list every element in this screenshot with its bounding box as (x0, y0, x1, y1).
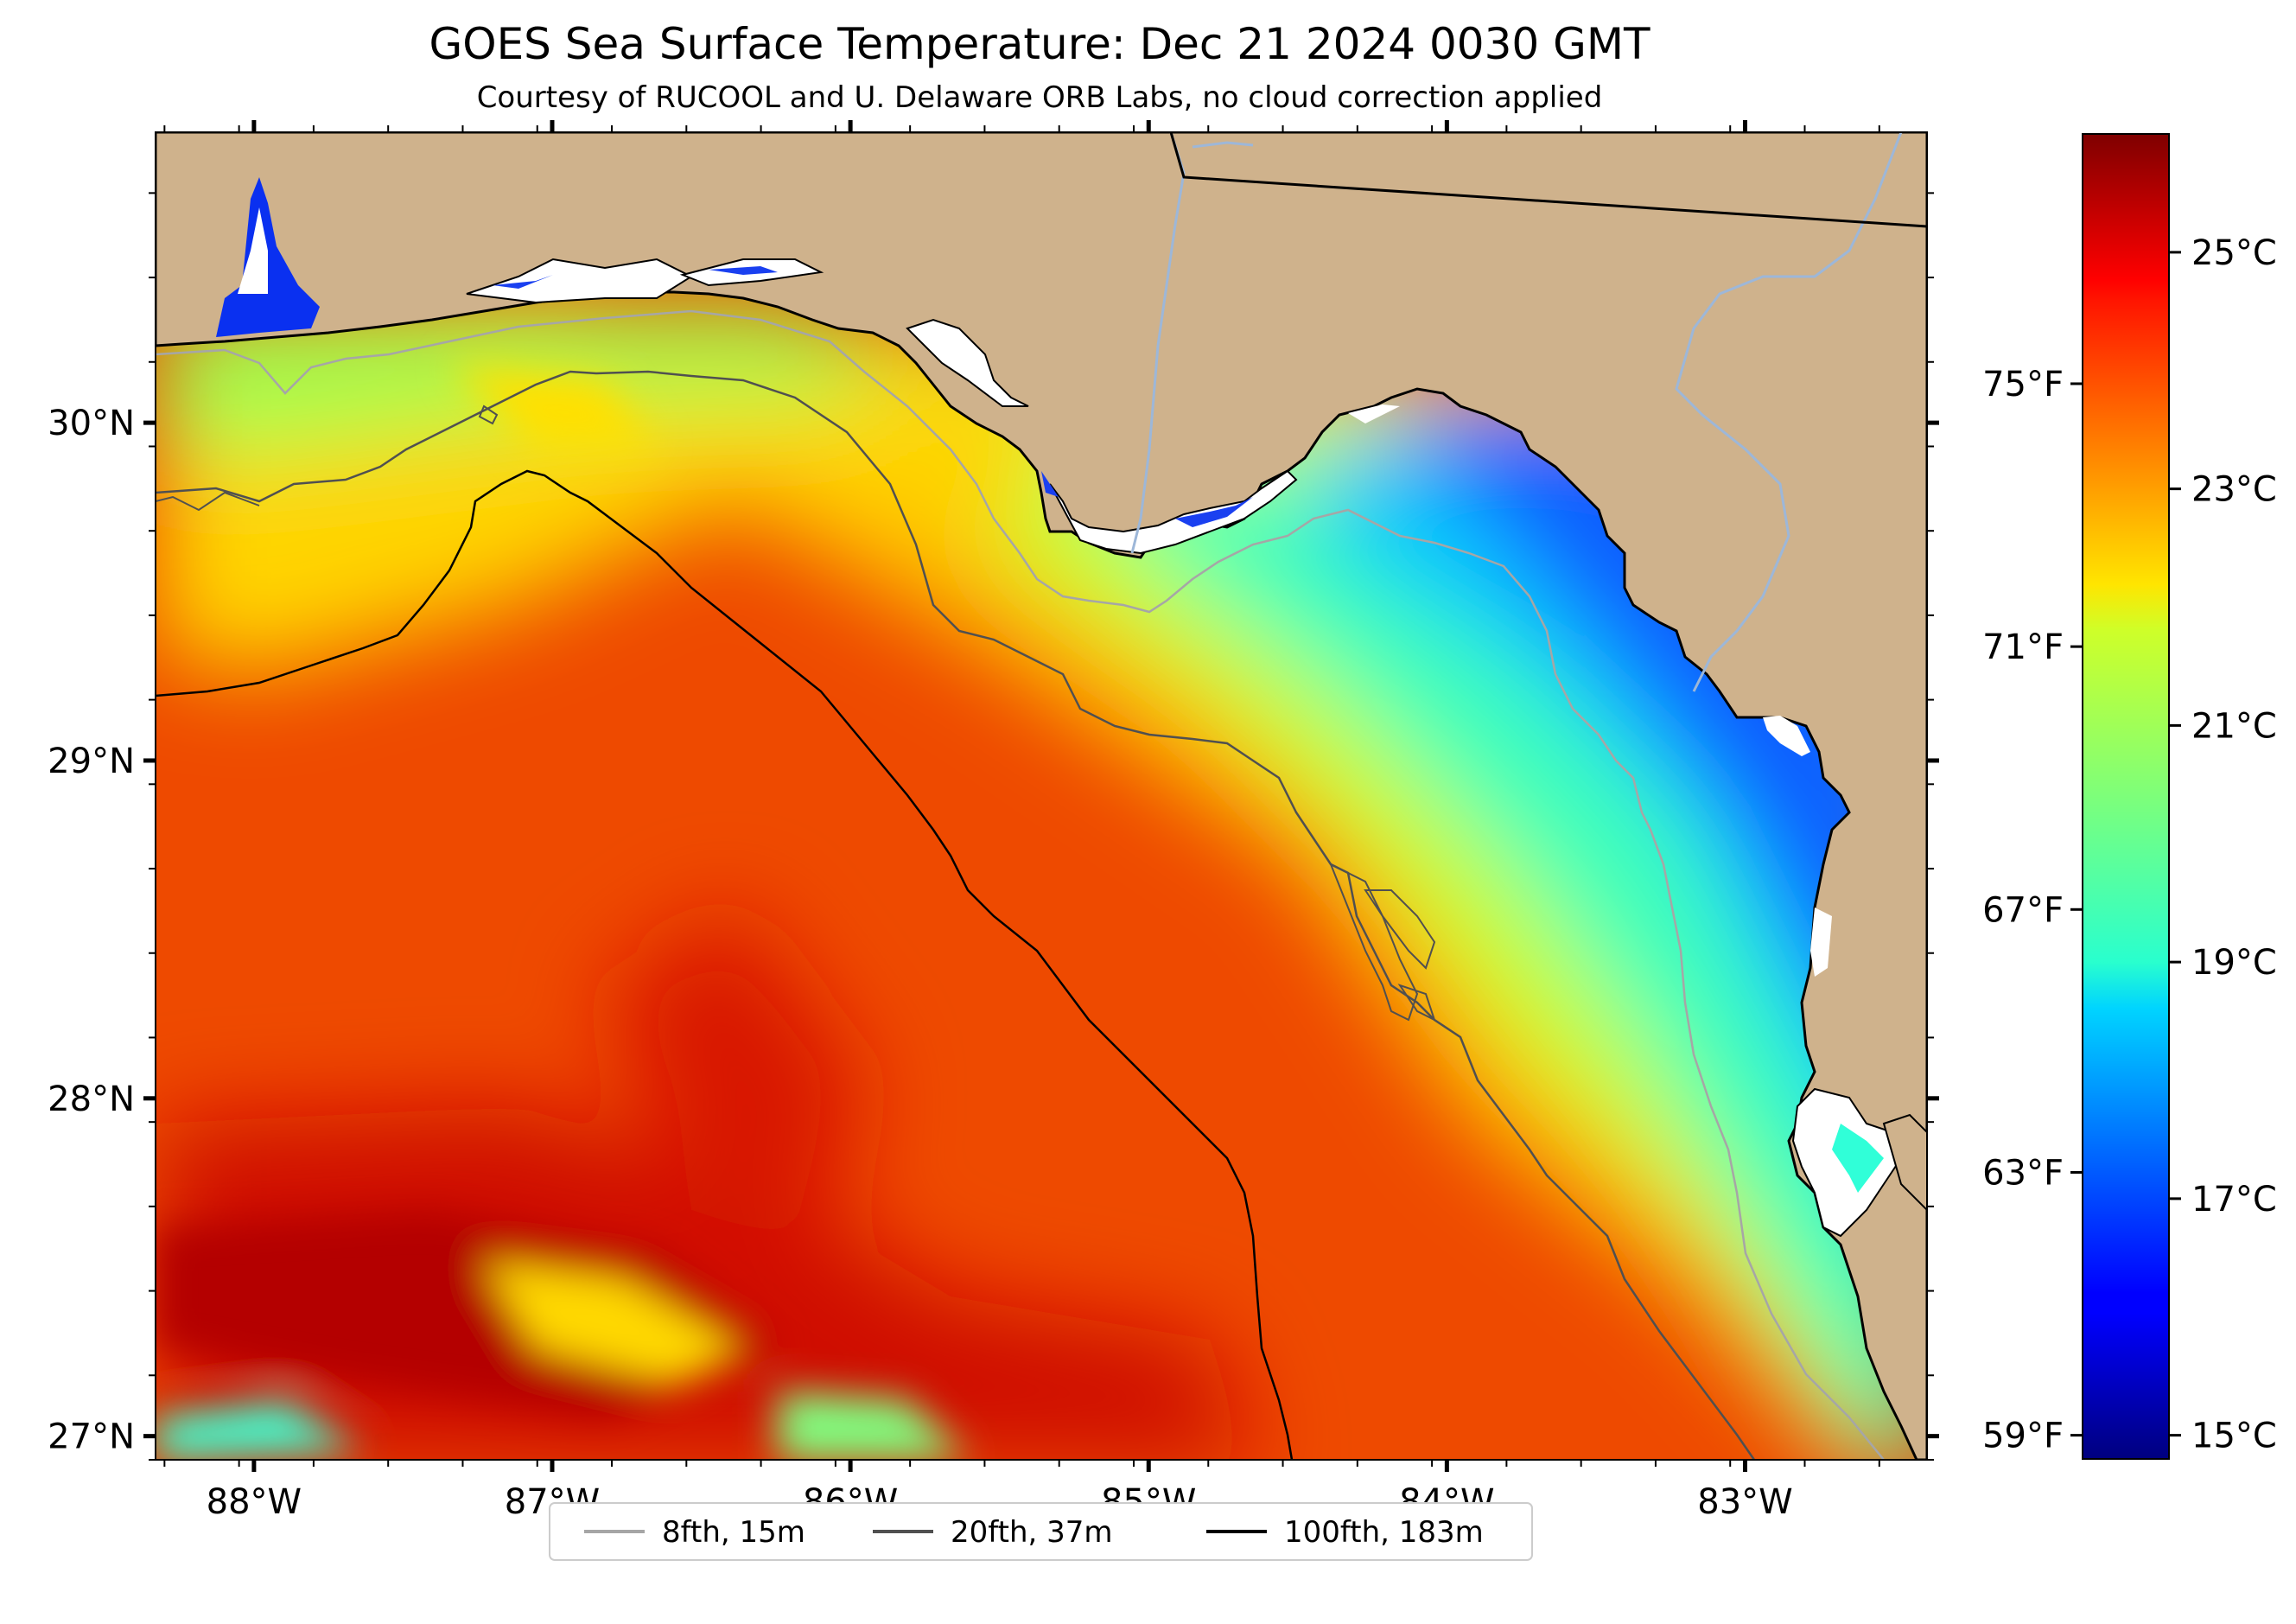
figure-subtitle: Courtesy of RUCOOL and U. Delaware ORB L… (477, 80, 1603, 115)
isobaths (156, 309, 1885, 1460)
lat-tick-label: 29°N (48, 742, 135, 781)
apalachicola-bay (1049, 469, 1298, 555)
colorbar-celsius-label: 23°C (2191, 470, 2277, 510)
colorbar-fahrenheit-label: 67°F (1982, 890, 2064, 930)
colorbar-fahrenheit-label: 59°F (1982, 1417, 2064, 1456)
big-bend-white-edge (1348, 404, 1400, 424)
isobath-legend: 8fth, 15m 20fth, 37m 100fth, 183m (549, 1502, 1533, 1561)
isobath-8fth (156, 309, 1885, 1460)
lon-tick-label: 88°W (207, 1482, 302, 1522)
lat-tick-label: 27°N (48, 1417, 135, 1457)
land-mask (156, 132, 1927, 1460)
st-andrew-bay (906, 318, 1029, 407)
colorbar-celsius-label: 21°C (2191, 706, 2277, 746)
colorbar-fahrenheit-label: 63°F (1982, 1153, 2064, 1193)
colorbar-fahrenheit-axis: 59°F 63°F 67°F 71°F 75°F (1982, 365, 2083, 1456)
colorbar-fahrenheit-label: 75°F (1982, 365, 2064, 404)
pensacola-bay (466, 258, 694, 304)
colorbar-bar (2082, 133, 2170, 1460)
map-frame (155, 131, 1928, 1461)
state-boundary (1169, 132, 1927, 228)
lat-tick-label: 28°N (48, 1079, 135, 1119)
legend-label: 8fth, 15m (662, 1515, 805, 1550)
colorbar: 15°C 17°C 19°C 21°C 23°C 25°C 59°F 63°F 67°F 71°… (1982, 133, 2277, 1460)
colorbar-celsius-label: 17°C (2191, 1180, 2277, 1220)
land-north-coast (156, 132, 1927, 1460)
colorbar-celsius-axis: 15°C 17°C 19°C 21°C 23°C 25°C (2169, 233, 2277, 1456)
map-panel: 88°W87°W86°W85°W84°W83°W 30°N29°N28°N27°… (48, 120, 1939, 1522)
colorbar-celsius-label: 15°C (2191, 1417, 2277, 1456)
lon-tick-label: 83°W (1697, 1482, 1792, 1522)
colorbar-celsius-label: 19°C (2191, 943, 2277, 983)
legend-box (549, 1502, 1533, 1561)
lat-tick-label: 30°N (48, 404, 135, 443)
legend-label: 20fth, 37m (951, 1515, 1113, 1550)
colorbar-fahrenheit-label: 71°F (1982, 627, 2064, 667)
legend-label: 100fth, 183m (1284, 1515, 1484, 1550)
figure-title: GOES Sea Surface Temperature: Dec 21 202… (429, 19, 1650, 69)
isobath-20fth (156, 370, 1756, 1460)
latitude-axis: 30°N 29°N 28°N 27°N (48, 192, 1939, 1461)
rivers (1130, 132, 1903, 692)
colorbar-celsius-label: 25°C (2191, 233, 2277, 273)
isobath-100fth (156, 469, 1294, 1460)
